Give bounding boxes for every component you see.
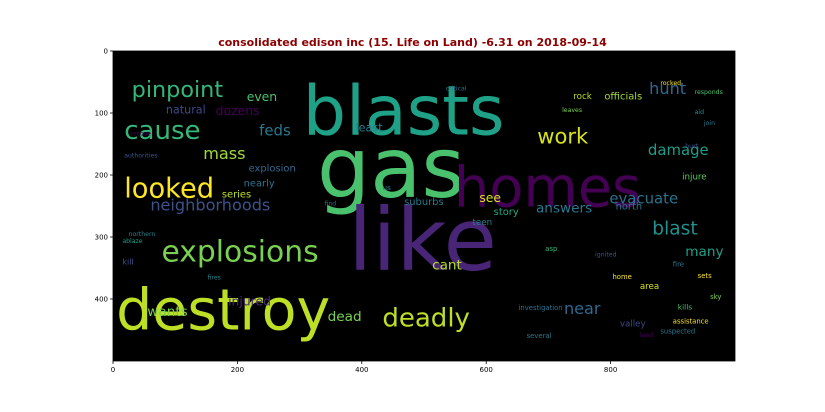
word-land: land <box>640 332 653 339</box>
word-hunt: hunt <box>649 79 686 98</box>
word-story: story <box>494 207 519 218</box>
y-tick-label: 100 <box>95 110 108 118</box>
plot-background <box>113 51 735 361</box>
word-north: north <box>616 201 643 212</box>
word-mass: mass <box>203 144 245 163</box>
word-fire: fire <box>673 261 684 269</box>
word-sets: sets <box>698 272 712 280</box>
word-answers: answers <box>536 200 592 216</box>
word-find: find <box>324 201 336 208</box>
word-series: series <box>222 190 251 201</box>
word-northern: northern <box>129 231 156 238</box>
word-feds: feds <box>259 121 291 139</box>
word-see: see <box>479 190 501 205</box>
x-tick-label: 600 <box>480 366 493 374</box>
word-aid: aid <box>695 109 705 116</box>
x-tick-label: 800 <box>604 366 617 374</box>
word-suspected: suspected <box>660 328 695 336</box>
word-officials: officials <box>604 92 642 103</box>
plot-frame <box>112 50 736 362</box>
x-tick-label: 200 <box>231 366 244 374</box>
word-like: like <box>348 190 497 291</box>
word-neighborhoods: neighborhoods <box>150 196 270 215</box>
word-leaves: leaves <box>562 107 582 114</box>
x-axis: 0 200 400 600 800 <box>111 361 617 374</box>
word-sky: sky <box>710 293 721 301</box>
word-near: near <box>564 299 601 318</box>
word-injure: injure <box>682 172 707 182</box>
word-responds: responds <box>695 89 723 96</box>
y-tick-label: 300 <box>95 234 108 242</box>
word-kill: kill <box>122 257 133 266</box>
x-tick-label: 0 <box>111 366 115 374</box>
chart-title: consolidated edison inc (15. Life on Lan… <box>218 36 607 49</box>
word-ablaze: ablaze <box>122 238 142 245</box>
word-pinpoint: pinpoint <box>132 77 224 103</box>
word-homes: homes <box>454 155 641 220</box>
word-hurt: hurt <box>685 143 698 150</box>
word-rescue: rescue <box>130 131 151 138</box>
word-damage: damage <box>648 141 709 159</box>
word-authorities: authorities <box>124 152 157 159</box>
word-evacuate: evacuate <box>609 190 678 208</box>
word-us: us <box>382 183 391 192</box>
word-explosions: explosions <box>162 235 319 270</box>
y-tick-label: 200 <box>95 172 108 180</box>
word-wants: wants <box>147 304 188 320</box>
word-kills: kills <box>678 303 693 312</box>
word-blast: blast <box>652 218 697 239</box>
word-blasts: blasts <box>303 73 505 152</box>
word-destroy: destroy <box>116 277 330 343</box>
word-rock: rock <box>573 92 591 102</box>
word-injured: injured <box>228 293 271 308</box>
word-dozens: dozens <box>216 103 260 118</box>
word-gas: gas <box>317 119 465 217</box>
y-axis: 0 100 200 300 400 <box>95 48 113 304</box>
word-dead: dead <box>328 309 362 325</box>
y-tick-label: 400 <box>95 296 108 304</box>
word-several: several <box>527 332 552 340</box>
word-valley: valley <box>620 319 646 329</box>
word-suburbs: suburbs <box>404 197 444 208</box>
word-home: home <box>612 273 631 281</box>
word-area: area <box>640 282 659 292</box>
x-tick-label: 400 <box>355 366 368 374</box>
word-work: work <box>537 123 589 148</box>
word-rocked: rocked <box>660 80 681 87</box>
y-tick-label: 0 <box>104 48 108 56</box>
word-deadly: deadly <box>382 304 470 334</box>
word-assistance: assistance <box>673 318 709 326</box>
word-fires: fires <box>208 274 221 281</box>
word-critical: critical <box>446 85 467 92</box>
word-least: least <box>356 122 384 135</box>
word-looked: looked <box>124 173 214 204</box>
word-cant: cant <box>432 258 462 274</box>
word-explosion: explosion <box>249 163 296 174</box>
word-nearly: nearly <box>244 178 275 189</box>
word-join: join <box>703 120 715 127</box>
word-natural: natural <box>166 104 206 117</box>
word-investigation: investigation <box>519 304 563 312</box>
word-ignited: ignited <box>595 252 617 259</box>
word-teen: teen <box>473 218 493 228</box>
word-asp: asp <box>545 245 557 253</box>
word-many: many <box>685 244 723 260</box>
word-even: even <box>247 89 277 104</box>
word-cause: cause <box>124 116 200 146</box>
